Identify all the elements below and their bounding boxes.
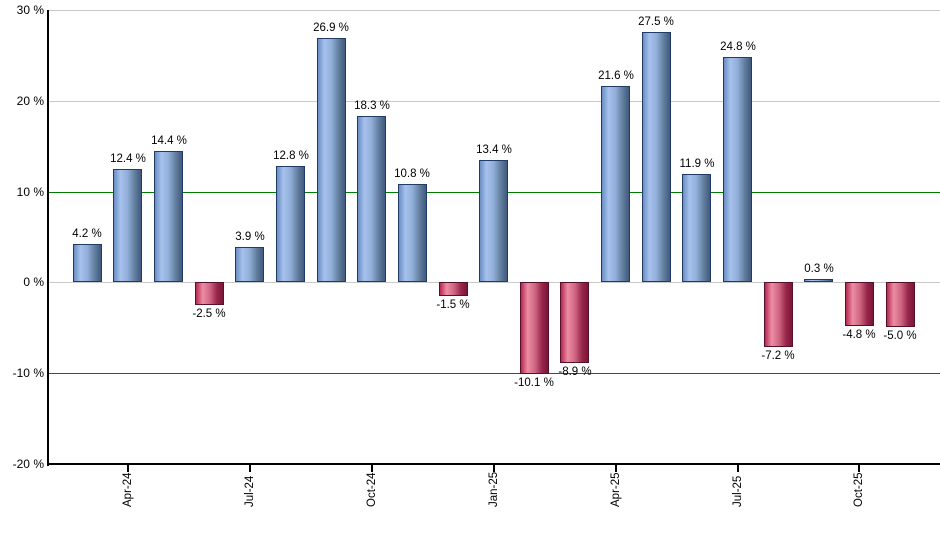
x-axis-tick-label: Jul-25 — [732, 475, 744, 507]
x-axis-tick-label: Jul-24 — [244, 475, 256, 507]
bar-value-label: -10.1 % — [514, 377, 554, 389]
bar-value-label: 11.9 % — [679, 158, 715, 170]
bar-oct-25 — [845, 282, 874, 326]
bar-value-label: 14.4 % — [151, 135, 187, 147]
x-axis-tick — [371, 465, 373, 472]
bar-may-24 — [154, 151, 183, 282]
x-axis-tick-label: Oct-24 — [366, 472, 378, 507]
y-axis-tick-label: 30 % — [16, 3, 44, 17]
y-axis-tick-label: -20 % — [12, 457, 44, 471]
bar-value-label: 24.8 % — [720, 41, 756, 53]
bar-value-label: 10.8 % — [394, 168, 430, 180]
bar-value-label: 18.3 % — [354, 100, 390, 112]
bar-aug-25 — [764, 282, 793, 347]
bar-value-label: -8.9 % — [558, 366, 592, 378]
y-axis-line — [47, 10, 49, 466]
bar-value-label: 21.6 % — [598, 70, 634, 82]
bar-value-label: -4.8 % — [842, 329, 876, 341]
bar-dec-24 — [439, 282, 468, 296]
bar-nov-25 — [886, 282, 915, 327]
bar-value-label: -7.2 % — [761, 350, 795, 362]
bar-value-label: 4.2 % — [72, 228, 102, 240]
bar-value-label: -1.5 % — [436, 299, 470, 311]
bar-apr-24 — [113, 169, 142, 282]
bar-nov-24 — [398, 184, 427, 282]
bar-value-label: -2.5 % — [192, 308, 226, 320]
y-axis-tick-label: 10 % — [16, 185, 44, 199]
bar-aug-24 — [276, 166, 305, 282]
x-axis-tick — [615, 465, 617, 472]
bar-jul-24 — [235, 247, 264, 282]
x-axis-tick — [493, 465, 495, 472]
bar-feb-25 — [520, 282, 549, 374]
bar-value-label: 12.8 % — [273, 150, 309, 162]
bar-jul-25 — [723, 57, 752, 282]
bar-sep-25 — [804, 279, 833, 282]
x-axis-tick — [858, 465, 860, 472]
threshold-line--10 — [49, 373, 940, 374]
bar-value-label: -5.0 % — [883, 330, 917, 342]
bar-value-label: 13.4 % — [476, 144, 512, 156]
y-axis-tick-label: 0 % — [23, 275, 44, 289]
bar-jun-24 — [195, 282, 224, 305]
bar-oct-24 — [357, 116, 386, 282]
bar-jun-25 — [682, 174, 711, 282]
bar-mar-24 — [73, 244, 102, 282]
bar-value-label: 12.4 % — [110, 153, 146, 165]
bar-sep-24 — [317, 38, 346, 282]
bar-mar-25 — [560, 282, 589, 363]
x-axis-tick-label: Apr-25 — [610, 472, 622, 507]
x-axis-tick-label: Oct-25 — [853, 472, 865, 507]
x-axis-tick — [249, 465, 251, 472]
gridline-30 — [49, 10, 940, 11]
bar-value-label: 0.3 % — [804, 263, 834, 275]
bar-value-label: 27.5 % — [638, 16, 674, 28]
x-axis-tick — [737, 465, 739, 472]
x-axis-tick — [127, 465, 129, 472]
bar-jan-25 — [479, 160, 508, 282]
x-axis-tick-label: Apr-24 — [122, 472, 134, 507]
bar-apr-25 — [601, 86, 630, 282]
x-axis-line — [47, 463, 940, 465]
gridline-20 — [49, 101, 940, 102]
x-axis-tick-label: Jan-25 — [488, 471, 500, 507]
bar-value-label: 26.9 % — [313, 22, 349, 34]
bar-value-label: 3.9 % — [235, 231, 265, 243]
bar-may-25 — [642, 32, 671, 282]
y-axis-tick-label: -10 % — [12, 366, 44, 380]
y-axis-tick-label: 20 % — [16, 94, 44, 108]
gridline-0 — [49, 282, 940, 283]
